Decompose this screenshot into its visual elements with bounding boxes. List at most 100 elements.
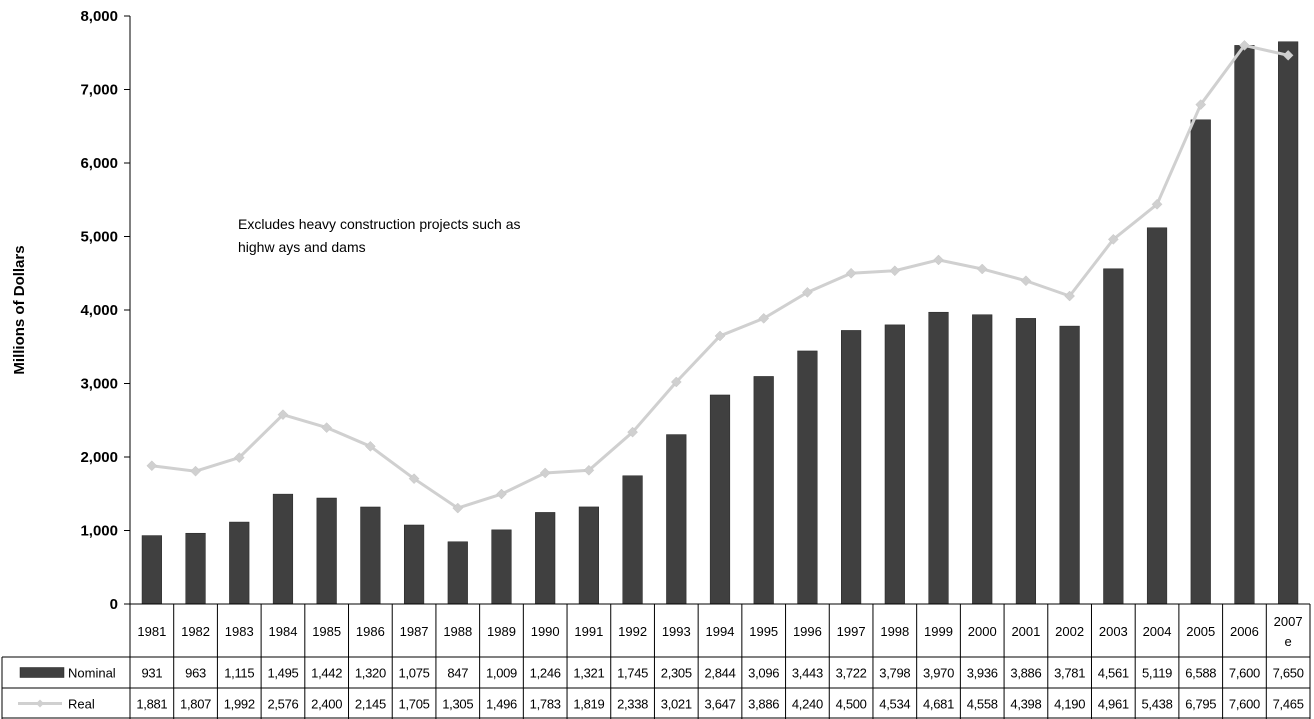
real-point: [758, 313, 770, 324]
real-value-label: 4,240: [792, 697, 823, 712]
real-point: [1020, 275, 1032, 287]
x-tick-label: 1983: [225, 624, 254, 639]
y-tick-label: 0: [110, 596, 118, 613]
real-value-label: 1,807: [180, 697, 211, 712]
real-value-label: 4,190: [1054, 697, 1085, 712]
x-tick-label: 1986: [356, 624, 385, 639]
legend-swatch-nominal: [19, 667, 65, 678]
real-value-label: 2,400: [311, 697, 342, 712]
x-tick-label: 1989: [487, 624, 516, 639]
real-value-label: 3,021: [661, 697, 692, 712]
nominal-bar: [797, 350, 818, 605]
nominal-bar: [272, 493, 294, 605]
real-point: [365, 440, 376, 452]
x-tick-label: 1997: [837, 624, 866, 639]
nominal-bar: [666, 434, 687, 605]
real-value-label: 1,881: [136, 697, 167, 712]
real-value-label: 2,145: [355, 697, 386, 712]
nominal-value-label: 3,443: [792, 666, 823, 681]
x-tick-label: 1988: [443, 624, 472, 639]
real-point: [321, 422, 333, 433]
nominal-bar: [447, 541, 468, 605]
real-point: [190, 465, 201, 477]
x-tick-label: 1996: [793, 624, 822, 639]
nominal-value-label: 7,600: [1229, 666, 1260, 681]
nominal-bar: [1103, 268, 1124, 605]
real-value-label: 3,647: [704, 697, 735, 712]
x-tick-label: 1991: [574, 624, 603, 639]
real-point: [627, 426, 638, 438]
nominal-bar: [972, 314, 993, 605]
nominal-value-label: 1,115: [224, 666, 254, 681]
x-tick-label: 2007: [1274, 614, 1303, 629]
nominal-value-label: 3,936: [967, 666, 998, 681]
real-point: [539, 467, 551, 479]
real-value-label: 1,783: [530, 697, 561, 712]
x-tick-label: 1987: [400, 624, 429, 639]
y-tick-label: 4,000: [80, 302, 118, 319]
nominal-value-label: 1,075: [399, 666, 430, 681]
data-table: 1981 1982 1983 1984 1985 1986 1987 1988 1989 1990…: [1, 604, 1311, 719]
real-value-label: 1,705: [399, 697, 430, 712]
x-tick-label: 1995: [749, 624, 778, 639]
y-axis-ticks: 0 1,000 2,000 3,000 4,000 5,000 6,000 7,000 8,00…: [80, 8, 130, 613]
real-point: [146, 460, 158, 472]
x-tick-label: 1998: [880, 624, 909, 639]
real-point: [496, 488, 507, 500]
real-value-label: 3,886: [748, 697, 779, 712]
nominal-bar: [1015, 318, 1037, 605]
real-point: [583, 464, 595, 476]
nominal-value-label: 2,305: [661, 666, 692, 681]
nominal-bar: [1190, 119, 1211, 605]
real-point: [933, 254, 944, 266]
nominal-bar: [709, 394, 731, 605]
x-tick-label: 1999: [924, 624, 953, 639]
real-point: [889, 265, 901, 277]
nominal-value-label: 1,495: [267, 666, 298, 681]
real-point: [845, 267, 857, 279]
real-point: [714, 330, 726, 342]
nominal-bar: [841, 330, 862, 605]
nominal-bar: [316, 497, 337, 605]
x-tick-label: 1994: [706, 624, 735, 639]
real-value-label: 4,558: [967, 697, 998, 712]
nominal-bars: [141, 41, 1299, 605]
nominal-bar: [229, 521, 250, 605]
nominal-value-label: 3,798: [879, 666, 910, 681]
nominal-value-label: 4,561: [1098, 666, 1129, 681]
annotation-line-1: Excludes heavy construction projects suc…: [238, 216, 520, 232]
real-point: [1195, 99, 1207, 110]
nominal-value-label: 3,781: [1054, 666, 1085, 681]
real-value-label: 4,500: [836, 697, 867, 712]
real-value-label: 4,398: [1010, 697, 1041, 712]
real-point: [802, 287, 813, 298]
real-point: [233, 452, 245, 463]
annotation-line-2: highw ays and dams: [238, 239, 366, 255]
real-value-label: 1,819: [573, 697, 604, 712]
nominal-value-label: 1,246: [530, 666, 561, 681]
nominal-bar: [403, 524, 425, 605]
x-tick-label: 1993: [662, 624, 691, 639]
real-value-label: 2,576: [267, 697, 298, 712]
x-tick-label: 2002: [1055, 624, 1084, 639]
nominal-bar: [491, 529, 512, 605]
nominal-value-label: 931: [141, 666, 162, 681]
y-axis-label: Millions of Dollars: [11, 245, 28, 374]
nominal-value-label: 3,096: [748, 666, 779, 681]
real-point: [1239, 40, 1250, 51]
y-tick-label: 7,000: [80, 82, 118, 99]
nominal-bar: [1146, 227, 1168, 605]
real-point: [1151, 198, 1163, 210]
nominal-value-label: 3,886: [1010, 666, 1041, 681]
real-value-label: 7,600: [1229, 697, 1260, 712]
nominal-value-label: 7,650: [1273, 666, 1304, 681]
nominal-value-label: 963: [185, 666, 206, 681]
x-tick-label-suffix: e: [1285, 634, 1292, 649]
nominal-bar: [578, 506, 599, 605]
x-tick-label: 2004: [1143, 624, 1172, 639]
x-tick-label: 1990: [531, 624, 560, 639]
nominal-value-label: 1,009: [486, 666, 517, 681]
nominal-value-label: 1,442: [311, 666, 342, 681]
real-value-label: 2,338: [617, 697, 648, 712]
